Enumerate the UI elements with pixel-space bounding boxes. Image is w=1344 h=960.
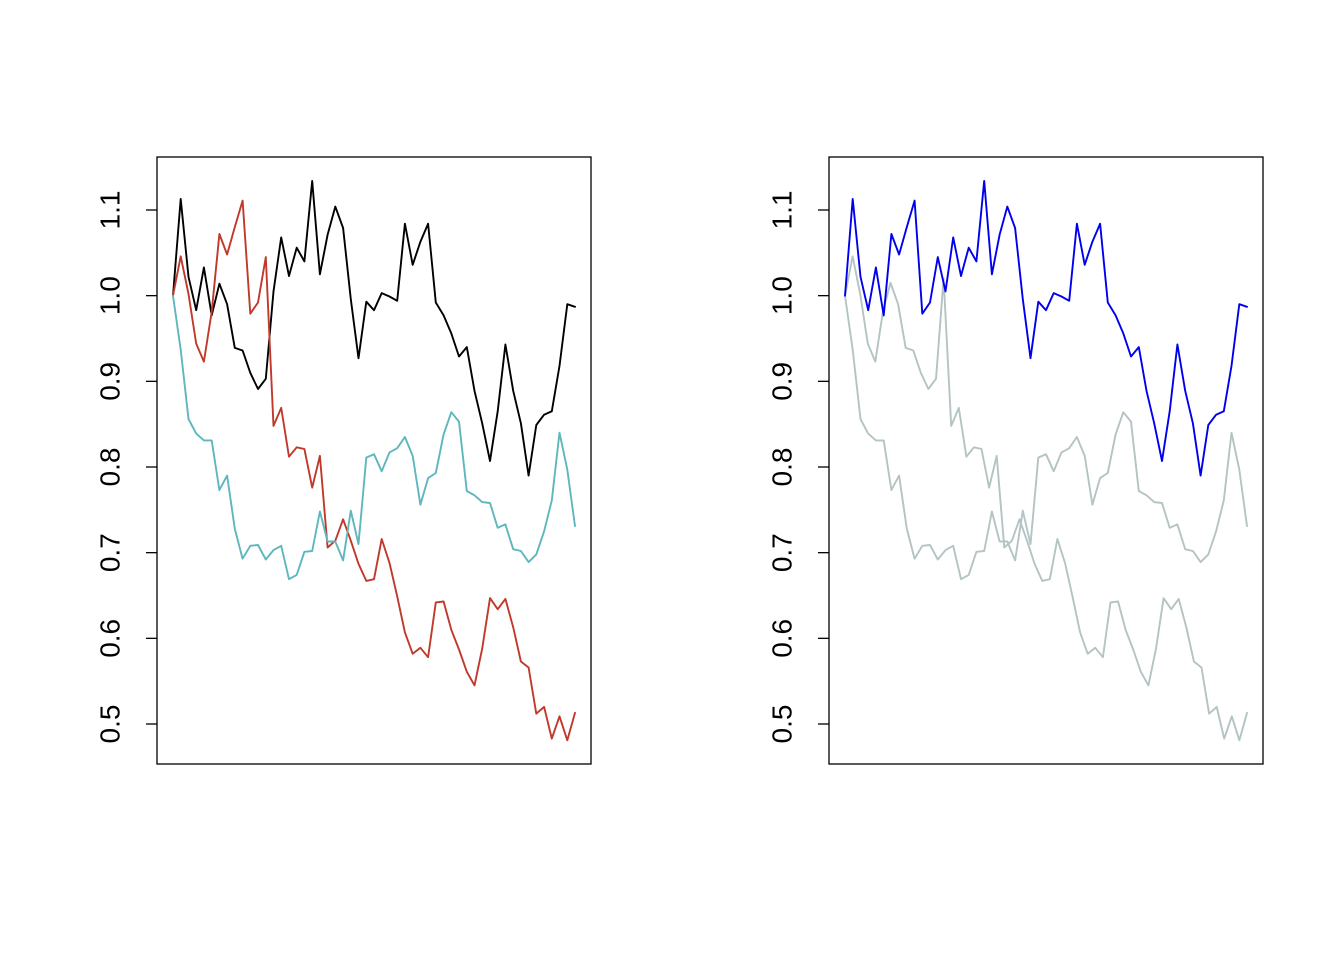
- plot-frame: [156, 156, 592, 765]
- series-line-3: [844, 179, 1248, 477]
- y-tick-label: 0.7: [767, 533, 798, 572]
- y-tick-label: 0.7: [95, 533, 126, 572]
- y-tick-label: 0.5: [95, 705, 126, 744]
- series-line-2: [844, 294, 1248, 581]
- y-tick-label: 0.6: [95, 619, 126, 658]
- right-line-chart-panel: 0.5 0.6 0.7 0.8 0.9 1.0 1.1: [767, 156, 1264, 765]
- left-line-chart-panel: 0.5 0.6 0.7 0.8 0.9 1.0 1.1: [95, 156, 592, 765]
- y-tick-label: 1.0: [95, 276, 126, 315]
- y-tick-label: 1.1: [95, 191, 126, 230]
- y-tick-label: 0.9: [767, 362, 798, 401]
- y-tick-label: 1.0: [767, 276, 798, 315]
- series-line-3: [172, 294, 576, 581]
- series-line-2: [172, 199, 576, 742]
- y-tick-label: 0.8: [767, 448, 798, 487]
- y-tick-label: 0.6: [767, 619, 798, 658]
- y-tick-label: 0.5: [767, 705, 798, 744]
- series-line-1: [844, 255, 1248, 742]
- y-tick-label: 0.8: [95, 448, 126, 487]
- y-tick-label: 1.1: [767, 191, 798, 230]
- plot-frame: [828, 156, 1264, 765]
- series-line-1: [172, 179, 576, 477]
- y-tick-label: 0.9: [95, 362, 126, 401]
